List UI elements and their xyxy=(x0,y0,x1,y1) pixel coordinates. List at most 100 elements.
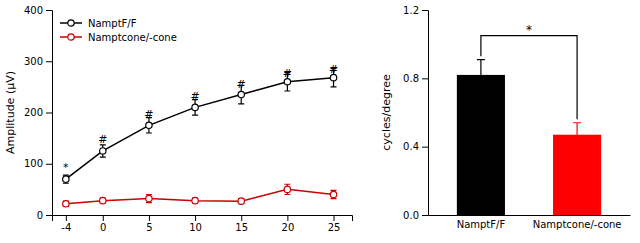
tick-mark xyxy=(66,215,67,221)
error-bar xyxy=(192,198,198,203)
y-axis: 0 100 200 300 400 xyxy=(24,5,53,221)
point xyxy=(238,91,244,97)
point xyxy=(100,148,106,154)
chart: -4 0 5 10 15 20 25 0 100 200 300 400 Amplitude (μV) #… xyxy=(0,0,640,243)
tick-mark xyxy=(149,215,150,221)
tick-mark xyxy=(334,215,335,221)
tick: 20 xyxy=(282,215,295,233)
tick-mark xyxy=(422,215,428,216)
axis-line xyxy=(53,216,353,222)
point xyxy=(192,197,198,203)
axis-line xyxy=(429,215,631,216)
error-bar xyxy=(284,184,290,194)
error-bar xyxy=(238,199,244,204)
tick-label: -4 xyxy=(61,222,71,233)
annotation: * xyxy=(526,23,532,37)
line xyxy=(66,78,334,179)
tick-mark xyxy=(46,113,52,114)
tick-label: 0 xyxy=(100,222,106,233)
tick: 300 xyxy=(24,56,52,67)
legend-item: NamptF/F xyxy=(60,18,137,29)
error-bar xyxy=(100,198,106,203)
legend-marker xyxy=(68,20,74,26)
error-bar xyxy=(331,190,337,198)
legend-marker xyxy=(68,34,74,40)
tick-mark xyxy=(46,215,52,216)
y-axis-title: Amplitude (μV) xyxy=(4,71,17,154)
tick-label: 25 xyxy=(328,222,341,233)
point xyxy=(100,197,106,203)
tick-label: 300 xyxy=(24,56,43,67)
tick: 1.2 xyxy=(403,5,428,16)
tick-label: 100 xyxy=(24,158,43,169)
tick-label: 0.8 xyxy=(403,73,419,84)
point xyxy=(63,201,69,207)
point xyxy=(63,176,69,182)
tick-mark xyxy=(46,61,52,62)
tick-label: Namptcone/-cone xyxy=(533,219,622,230)
tick: Namptcone/-cone xyxy=(533,215,622,230)
tick-mark xyxy=(422,10,428,11)
annotation: * xyxy=(63,161,69,174)
legend-label: Namptcone/-cone xyxy=(88,32,177,43)
tick-mark xyxy=(422,78,428,79)
marks xyxy=(457,36,601,215)
tick: 5 xyxy=(146,215,152,233)
significance-bracket xyxy=(481,36,577,120)
tick: 10 xyxy=(189,215,202,233)
tick-mark xyxy=(103,215,104,221)
y-axis-title: cycles/degree xyxy=(380,74,393,151)
tick-label: 0.4 xyxy=(403,141,419,152)
error-bar xyxy=(477,60,485,91)
point xyxy=(284,186,290,192)
tick-label: 5 xyxy=(146,222,152,233)
axis-line xyxy=(422,11,429,216)
error-bar xyxy=(63,175,69,183)
tick-mark xyxy=(422,147,428,148)
tick: 200 xyxy=(24,107,52,118)
tick: 0 xyxy=(100,215,106,233)
tick: 0 xyxy=(37,210,52,221)
y-axis: 0.0 0.4 0.8 1.2 xyxy=(403,5,428,221)
annotation: # xyxy=(144,108,153,121)
tick-mark xyxy=(46,10,52,11)
tick: NamptF/F xyxy=(457,215,506,230)
tick: 25 xyxy=(328,215,341,233)
x-axis: NamptF/F Namptcone/-cone xyxy=(429,215,631,230)
annotation: # xyxy=(190,90,199,103)
point xyxy=(238,198,244,204)
tick-label: 20 xyxy=(282,222,295,233)
annotation: # xyxy=(283,67,292,80)
line xyxy=(66,189,334,203)
tick: -4 xyxy=(61,215,71,233)
tick: 15 xyxy=(235,215,248,233)
tick-label: 400 xyxy=(24,5,43,16)
tick-mark xyxy=(241,215,242,221)
legend: NamptF/F Namptcone/-cone xyxy=(60,18,177,43)
tick-label: 0 xyxy=(37,210,43,221)
tick-label: 10 xyxy=(189,222,202,233)
x-axis: -4 0 5 10 15 20 25 xyxy=(53,215,353,233)
tick-label: 0.0 xyxy=(403,210,419,221)
point xyxy=(192,104,198,110)
series xyxy=(63,68,337,183)
error-bar xyxy=(146,195,152,203)
tick: 400 xyxy=(24,5,52,16)
legend-item: Namptcone/-cone xyxy=(60,32,177,43)
tick-label: NamptF/F xyxy=(457,219,506,230)
tick-mark xyxy=(287,215,288,221)
error-bar xyxy=(100,145,106,157)
tick-mark xyxy=(46,164,52,165)
tick: 100 xyxy=(24,158,52,169)
error-bar xyxy=(63,201,69,206)
annotation: # xyxy=(329,63,338,76)
tick: 0.4 xyxy=(403,141,428,152)
line-panel: -4 0 5 10 15 20 25 0 100 200 300 400 Amplitude (μV) #… xyxy=(4,5,353,233)
tick-label: 15 xyxy=(235,222,248,233)
error-bar xyxy=(573,123,581,147)
tick-mark xyxy=(195,215,196,221)
point xyxy=(330,191,336,197)
annotation: # xyxy=(98,133,107,146)
annotation: # xyxy=(237,78,246,91)
tick-label: 1.2 xyxy=(403,5,419,16)
